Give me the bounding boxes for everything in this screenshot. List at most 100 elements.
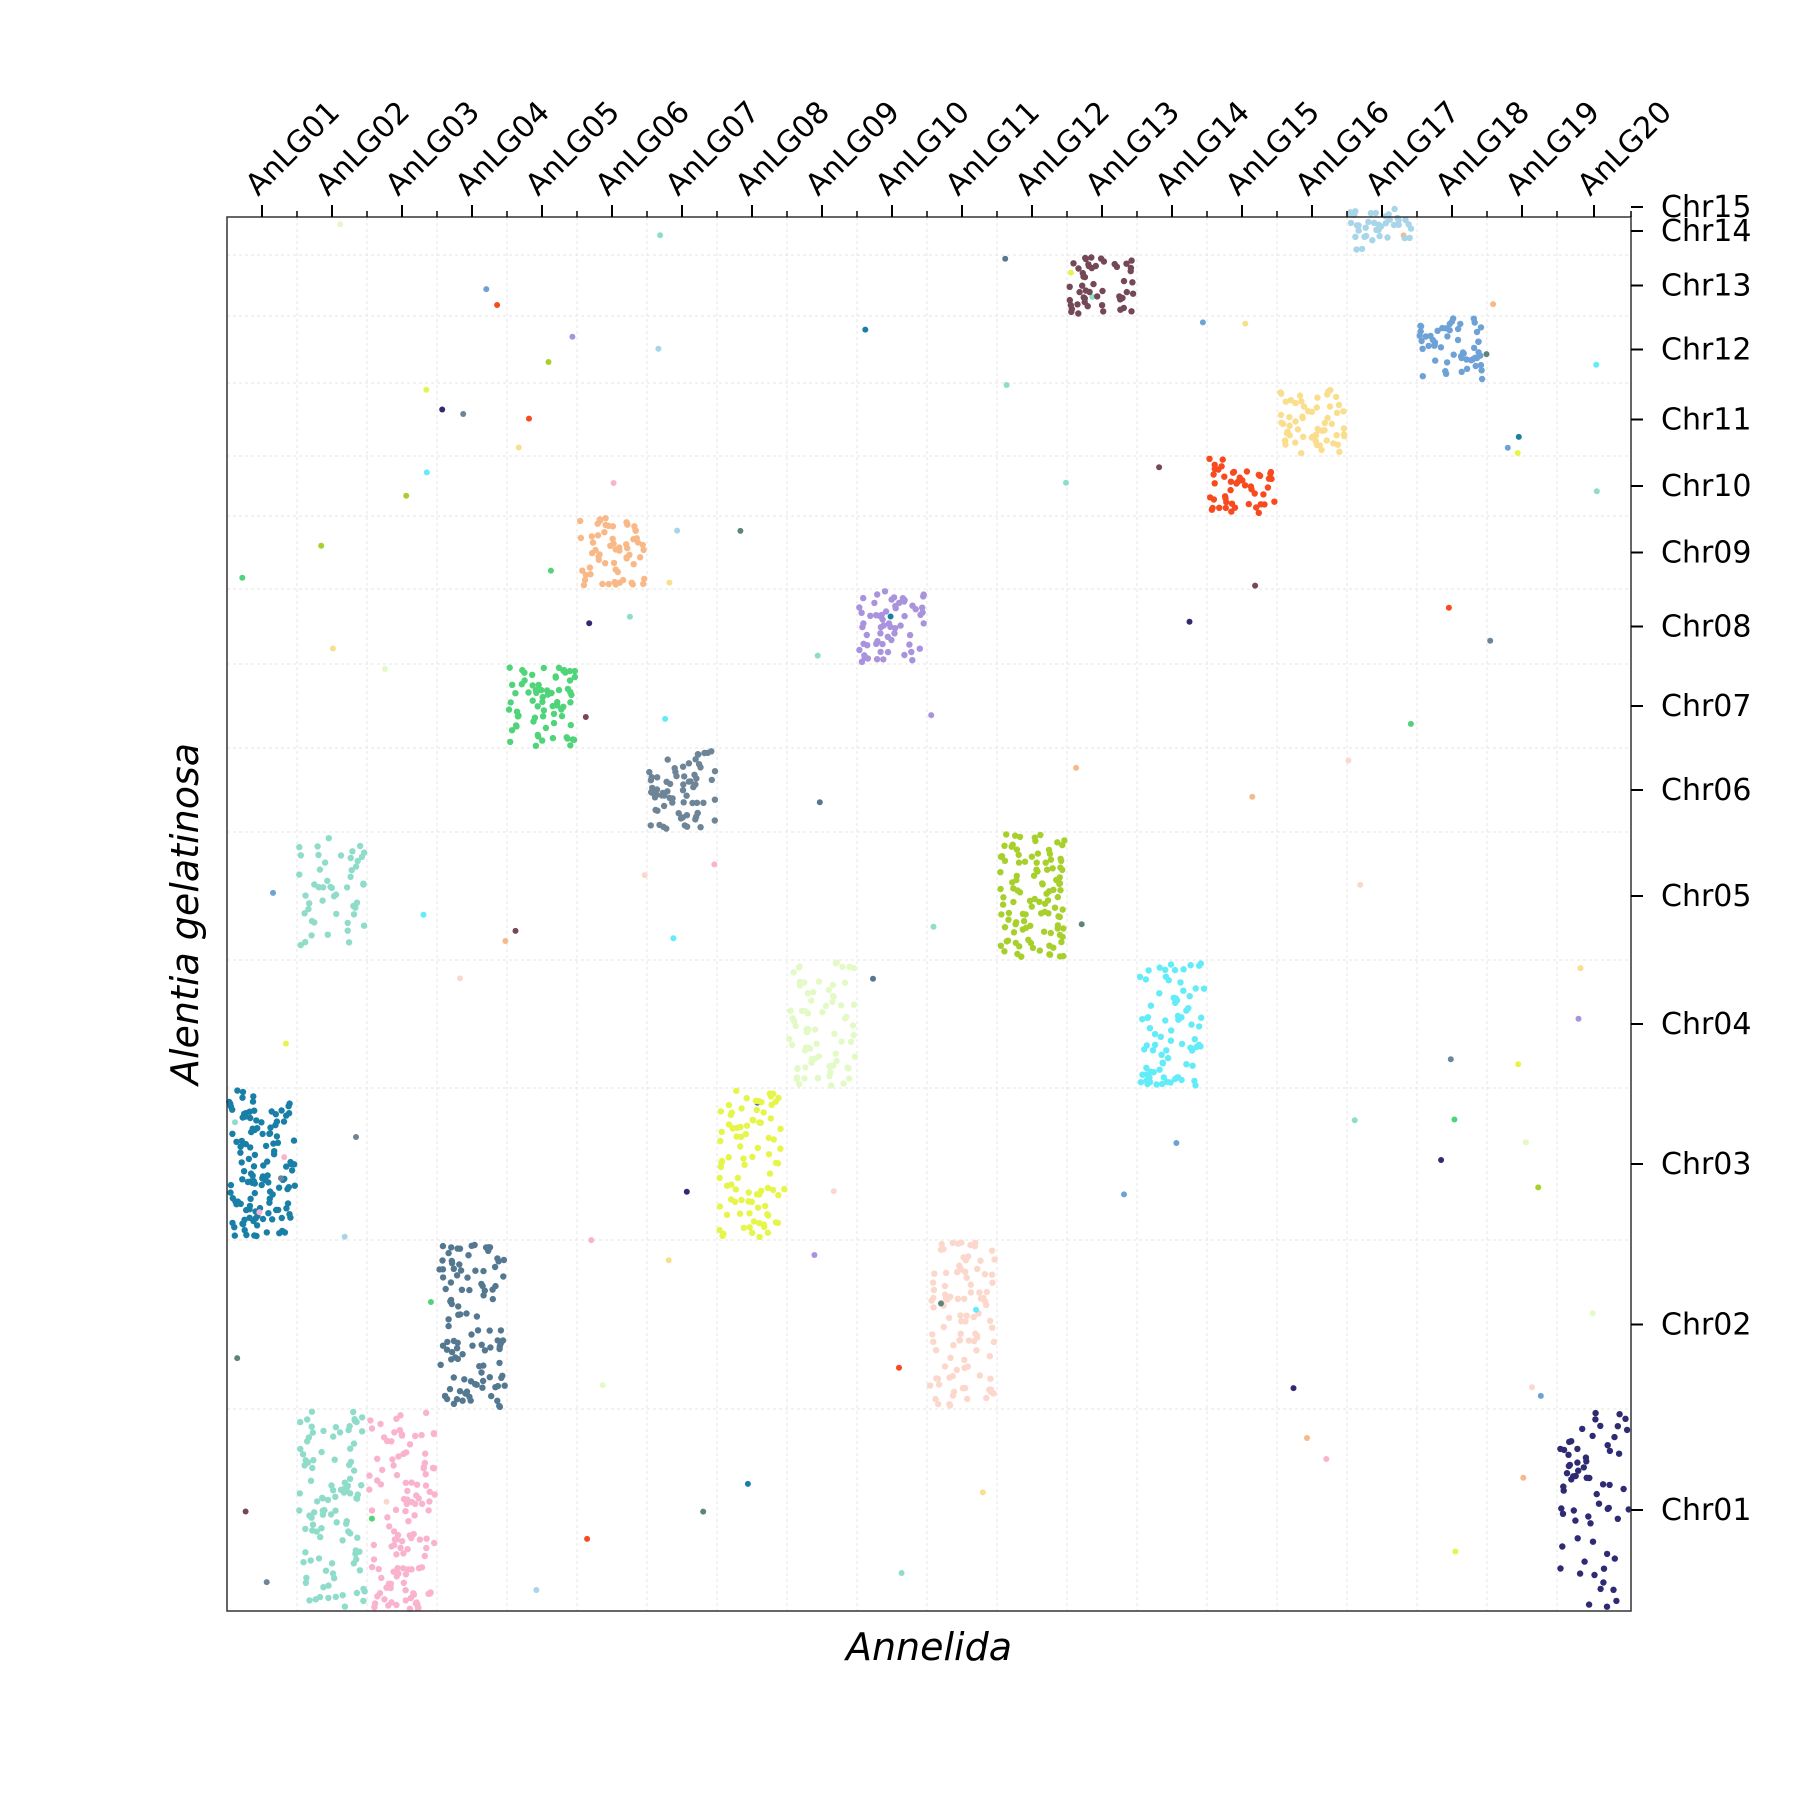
data-point (450, 1374, 457, 1381)
data-point (301, 910, 308, 917)
data-point (514, 713, 522, 720)
data-point (1597, 1422, 1604, 1430)
data-point (396, 1427, 404, 1434)
data-point (382, 666, 388, 672)
data-point (560, 666, 568, 674)
data-point (964, 1395, 971, 1403)
data-point (1340, 408, 1347, 415)
data-point (425, 1507, 432, 1514)
data-point (466, 1393, 473, 1401)
data-point (815, 978, 823, 985)
data-point (954, 1240, 962, 1247)
data-point (390, 1462, 397, 1469)
data-point (1070, 260, 1077, 267)
data-point (354, 857, 361, 865)
data-point (760, 1109, 767, 1116)
data-point (439, 406, 446, 413)
data-point (1074, 301, 1081, 308)
data-point (1128, 308, 1135, 315)
data-point (654, 774, 661, 781)
data-point (1159, 1060, 1167, 1067)
data-point (413, 1481, 421, 1488)
data-point (1324, 414, 1331, 422)
data-point (988, 1247, 996, 1254)
data-point (354, 1534, 361, 1541)
data-point (478, 1369, 485, 1376)
data-point (651, 794, 659, 801)
data-point (1143, 1064, 1150, 1072)
data-point (345, 939, 353, 946)
data-point (1611, 1433, 1618, 1441)
data-point (349, 848, 356, 855)
data-point (1325, 388, 1332, 395)
data-point (1068, 305, 1076, 313)
data-point (580, 581, 588, 589)
data-point (1196, 962, 1203, 969)
data-point (512, 722, 520, 729)
data-point (1042, 859, 1049, 866)
data-point (1600, 1565, 1608, 1572)
data-point (262, 1142, 270, 1150)
data-point (829, 981, 837, 989)
data-point (564, 735, 571, 742)
y-tick-label: Chr15 (1661, 190, 1751, 225)
data-point (796, 1080, 803, 1088)
data-point (488, 1392, 495, 1400)
data-point (762, 1202, 769, 1210)
data-point (692, 781, 699, 788)
data-point (250, 1163, 258, 1170)
data-point (525, 689, 532, 696)
data-point (1581, 1558, 1588, 1565)
data-point (237, 1200, 244, 1208)
data-point (1037, 831, 1044, 839)
data-point (1158, 1080, 1166, 1088)
data-point (1049, 865, 1056, 872)
data-point (263, 1229, 270, 1236)
data-point (1620, 1485, 1627, 1493)
data-point (405, 1518, 412, 1525)
data-point (468, 1331, 475, 1338)
data-point (664, 788, 671, 795)
data-point (847, 1038, 855, 1046)
data-point (837, 1002, 845, 1009)
data-point (1454, 336, 1462, 344)
data-point (681, 773, 688, 780)
data-point (1559, 1543, 1566, 1550)
y-tick-label: Chr14 (1661, 214, 1751, 249)
data-point (734, 1174, 742, 1182)
data-point (350, 1560, 357, 1567)
data-point (1278, 390, 1285, 397)
data-point (384, 1514, 391, 1521)
data-point (566, 667, 574, 675)
data-point (930, 1338, 937, 1346)
data-point (358, 853, 366, 861)
data-point (1589, 1310, 1596, 1317)
data-point (628, 579, 635, 586)
data-point (318, 1448, 325, 1456)
data-point (758, 1187, 765, 1195)
data-point (262, 1176, 269, 1184)
data-point (540, 664, 547, 672)
data-point (519, 666, 526, 674)
data-point (302, 1525, 309, 1533)
data-point (377, 1481, 385, 1488)
data-point (237, 1143, 244, 1150)
data-point (680, 799, 687, 806)
data-point (850, 1001, 858, 1008)
data-point (329, 1487, 337, 1494)
data-point (932, 1347, 940, 1354)
data-point (1003, 831, 1010, 838)
data-point (1060, 952, 1067, 960)
data-point (1206, 455, 1213, 462)
data-point (786, 1035, 793, 1043)
data-point (1001, 842, 1008, 849)
data-point (711, 796, 719, 803)
data-point (1092, 262, 1100, 270)
data-point (1330, 440, 1337, 447)
data-point (296, 871, 303, 878)
data-point (935, 1400, 942, 1408)
data-point (610, 540, 617, 547)
data-point (1559, 1510, 1567, 1518)
data-point (450, 1265, 457, 1273)
data-point (727, 1196, 735, 1203)
